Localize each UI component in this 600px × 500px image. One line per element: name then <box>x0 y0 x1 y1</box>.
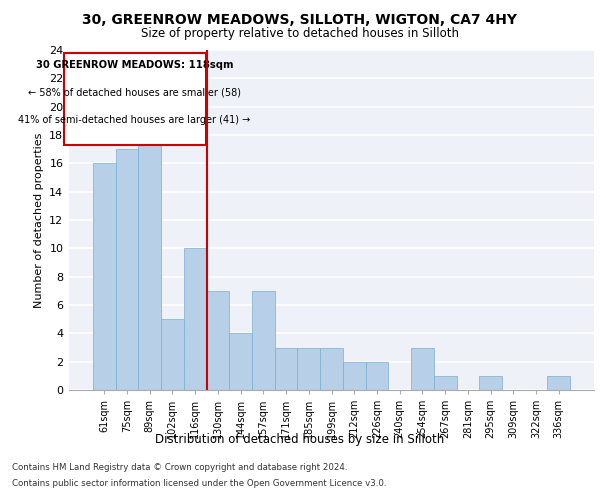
Text: Size of property relative to detached houses in Silloth: Size of property relative to detached ho… <box>141 28 459 40</box>
Bar <box>275 348 298 390</box>
Text: 41% of semi-detached houses are larger (41) →: 41% of semi-detached houses are larger (… <box>19 114 251 124</box>
FancyBboxPatch shape <box>64 54 205 145</box>
Bar <box>252 291 275 390</box>
Text: 30 GREENROW MEADOWS: 118sqm: 30 GREENROW MEADOWS: 118sqm <box>36 60 233 70</box>
Bar <box>206 291 229 390</box>
Bar <box>411 348 434 390</box>
Bar <box>93 164 116 390</box>
Bar <box>184 248 206 390</box>
Bar <box>298 348 320 390</box>
Text: Contains public sector information licensed under the Open Government Licence v3: Contains public sector information licen… <box>12 478 386 488</box>
Bar <box>320 348 343 390</box>
Text: Contains HM Land Registry data © Crown copyright and database right 2024.: Contains HM Land Registry data © Crown c… <box>12 464 347 472</box>
Bar <box>116 149 139 390</box>
Bar <box>229 334 252 390</box>
Text: 30, GREENROW MEADOWS, SILLOTH, WIGTON, CA7 4HY: 30, GREENROW MEADOWS, SILLOTH, WIGTON, C… <box>83 12 517 26</box>
Bar <box>343 362 365 390</box>
Bar <box>434 376 457 390</box>
Text: ← 58% of detached houses are smaller (58): ← 58% of detached houses are smaller (58… <box>28 88 241 98</box>
Bar <box>479 376 502 390</box>
Bar <box>161 319 184 390</box>
Text: Distribution of detached houses by size in Silloth: Distribution of detached houses by size … <box>155 432 445 446</box>
Bar <box>547 376 570 390</box>
Bar <box>139 121 161 390</box>
Bar <box>365 362 388 390</box>
Y-axis label: Number of detached properties: Number of detached properties <box>34 132 44 308</box>
